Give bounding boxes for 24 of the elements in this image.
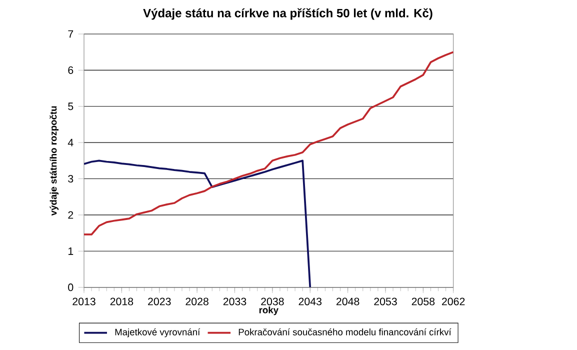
y-tick-label: 4 bbox=[68, 138, 74, 146]
x-tick-label: 2053 bbox=[374, 298, 397, 306]
x-tick-label: 2028 bbox=[186, 298, 208, 306]
x-tick-label: 2048 bbox=[336, 298, 360, 306]
y-tick-label: 2 bbox=[68, 211, 74, 219]
x-axis-title: roky bbox=[259, 306, 278, 316]
chart-title: Výdaje státu na církve na příštích 50 let (v mld. Kč) bbox=[143, 8, 432, 20]
y-tick-label: 6 bbox=[68, 66, 74, 74]
y-axis-title: výdaje státního rozpočtu bbox=[50, 106, 59, 216]
x-tick-label: 2023 bbox=[148, 298, 171, 306]
x-tick-label: 2033 bbox=[223, 298, 246, 306]
x-tick-label: 2058 bbox=[412, 298, 435, 306]
x-tick-label: 2018 bbox=[110, 298, 134, 306]
y-tick-label: 0 bbox=[68, 284, 74, 292]
y-tick-label: 5 bbox=[68, 102, 74, 110]
y-tick-label: 7 bbox=[68, 30, 74, 38]
x-tick-label: 2043 bbox=[298, 298, 322, 306]
legend-label: Majetkové vyrovnání bbox=[115, 328, 200, 338]
x-tick-label: 2062 bbox=[442, 298, 465, 306]
y-tick-label: 3 bbox=[68, 174, 74, 183]
x-tick-label: 2038 bbox=[261, 298, 284, 306]
x-tick-label: 2013 bbox=[72, 298, 96, 306]
legend-label: Pokračování současného modelu financování církví bbox=[238, 328, 452, 336]
y-tick-label: 1 bbox=[68, 247, 74, 255]
